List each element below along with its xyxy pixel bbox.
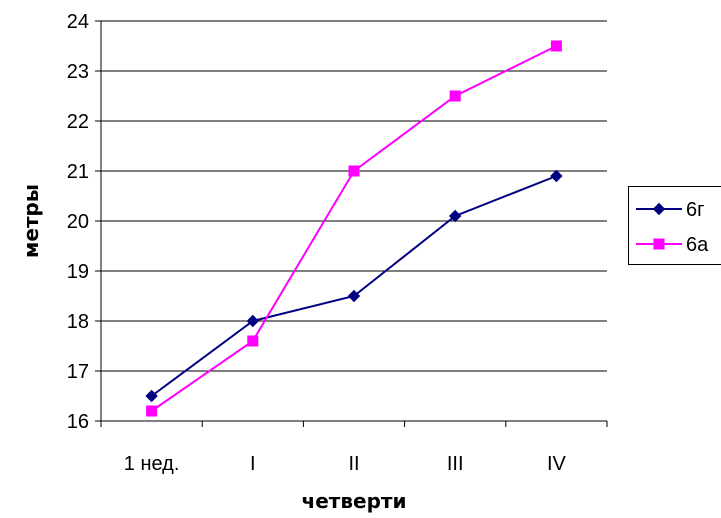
legend-box [628,186,721,265]
data-point [348,165,360,177]
y-tick-label: 23 [67,61,89,83]
series-2 [146,40,562,417]
y-tick-labels: 16 17 18 19 20 21 22 23 24 [67,11,101,433]
y-tick-label: 21 [67,161,89,183]
data-point [448,209,462,223]
legend-label: 6г [686,199,704,221]
x-tick-label: IV [547,453,567,475]
legend-label: 6а [686,234,709,256]
data-point [145,389,158,403]
legend-marker [653,238,665,250]
data-point [246,314,260,328]
series-1 [145,169,563,403]
y-tick-label: 16 [67,411,89,433]
data-point [247,335,259,347]
data-point [550,169,563,183]
data-point [449,90,461,102]
x-tick-labels: 1 нед. I II III IV [100,421,608,475]
legend-marker [652,202,666,216]
y-tick-label: 20 [67,211,89,233]
y-axis-title: метры [19,184,43,258]
legend-item: 6г [636,199,704,221]
y-tick-label: 17 [67,361,89,383]
series-line [151,175,557,397]
legend-item: 6а [636,234,709,256]
y-tick-label: 19 [67,261,89,283]
y-tick-label: 22 [67,111,89,133]
series-layer [145,40,563,417]
gridlines [101,20,607,372]
x-axis-title: четверти [301,489,406,513]
y-tick-label: 24 [67,11,89,33]
data-point [146,405,158,417]
legend: 6г 6а [628,186,721,265]
x-tick-label: III [447,453,464,475]
x-tick-label: II [348,453,359,475]
series-line [151,45,557,412]
x-tick-label: I [250,453,256,475]
data-point [550,40,562,52]
x-tick-label: 1 нед. [124,453,180,475]
y-tick-label: 18 [67,311,89,333]
data-point [347,289,361,303]
